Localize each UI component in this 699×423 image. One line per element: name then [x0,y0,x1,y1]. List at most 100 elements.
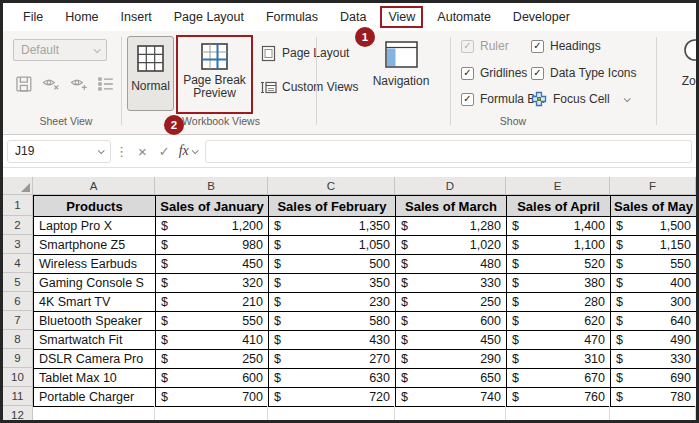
february-cell[interactable]: $430 [269,331,396,350]
formula-input[interactable] [205,140,692,163]
show-checkbox-item[interactable]: ✓ Data Type Icons [531,65,637,81]
column-header[interactable]: F [610,177,696,195]
march-cell[interactable]: $1,280 [396,217,507,236]
january-cell[interactable]: $1,200 [156,217,269,236]
february-cell[interactable]: $1,350 [269,217,396,236]
february-cell[interactable]: $230 [269,293,396,312]
column-header[interactable]: C [268,177,395,195]
empty-cell[interactable] [155,406,268,423]
march-cell[interactable]: $480 [396,255,507,274]
march-cell[interactable]: $740 [396,388,507,407]
header-cell[interactable]: Sales of May [611,196,697,217]
product-cell[interactable]: Laptop Pro X [34,217,156,236]
march-cell[interactable]: $1,020 [396,236,507,255]
product-cell[interactable]: Smartwatch Fit [34,331,156,350]
cancel-icon[interactable]: × [132,143,153,160]
row-header[interactable]: 3 [3,235,33,254]
row-header[interactable]: 12 [3,406,33,423]
column-header[interactable]: A [33,177,155,195]
product-cell[interactable]: DSLR Camera Pro [34,350,156,369]
february-cell[interactable]: $630 [269,369,396,388]
april-cell[interactable]: $620 [507,312,611,331]
column-header[interactable]: B [155,177,268,195]
february-cell[interactable]: $580 [269,312,396,331]
april-cell[interactable]: $1,400 [507,217,611,236]
row-header[interactable]: 1 [3,195,33,216]
product-cell[interactable]: Portable Charger [34,388,156,407]
enter-icon[interactable]: ✓ [153,144,176,159]
february-cell[interactable]: $500 [269,255,396,274]
exit-sheet-view-icon[interactable] [42,75,61,93]
april-cell[interactable]: $470 [507,331,611,350]
product-cell[interactable]: 4K Smart TV [34,293,156,312]
april-cell[interactable]: $280 [507,293,611,312]
page-layout-button[interactable]: Page Layout [260,45,349,62]
empty-cell[interactable] [33,406,155,423]
normal-view-button[interactable]: Normal [127,36,174,111]
april-cell[interactable]: $760 [507,388,611,407]
row-header[interactable]: 7 [3,311,33,330]
product-cell[interactable]: Tablet Max 10 [34,369,156,388]
empty-cell[interactable] [610,406,696,423]
january-cell[interactable]: $700 [156,388,269,407]
february-cell[interactable]: $270 [269,350,396,369]
may-cell[interactable]: $640 [611,312,697,331]
header-cell[interactable]: Products [34,196,156,217]
ribbon-tab[interactable]: Data [332,6,374,28]
may-cell[interactable]: $400 [611,274,697,293]
column-header[interactable]: E [506,177,610,195]
row-header[interactable]: 4 [3,254,33,273]
header-cell[interactable]: Sales of April [507,196,611,217]
navigation-button[interactable]: Navigation [365,37,437,115]
empty-cell[interactable] [268,406,395,423]
drag-handle-icon[interactable]: ⋮ [111,144,132,159]
new-sheet-view-icon[interactable] [70,75,89,93]
sheet-view-options-icon[interactable] [97,75,115,93]
ribbon-tab[interactable]: Automate [429,6,499,28]
row-header[interactable]: 5 [3,273,33,292]
empty-cell[interactable] [395,406,506,423]
may-cell[interactable]: $1,500 [611,217,697,236]
row-header[interactable]: 11 [3,387,33,406]
checkbox-checked-icon[interactable]: ✓ [461,40,474,53]
column-header[interactable]: D [395,177,506,195]
march-cell[interactable]: $650 [396,369,507,388]
custom-views-button[interactable]: Custom Views [260,79,358,96]
product-cell[interactable]: Wireless Earbuds [34,255,156,274]
header-cell[interactable]: Sales of March [396,196,507,217]
january-cell[interactable]: $600 [156,369,269,388]
january-cell[interactable]: $210 [156,293,269,312]
show-checkbox-item[interactable]: ✓ Gridlines [461,65,527,81]
april-cell[interactable]: $310 [507,350,611,369]
keep-sheet-view-icon[interactable] [15,75,33,93]
show-checkbox-item[interactable]: ✓ Headings [531,38,601,54]
zoom-button[interactable]: Zoom [667,37,699,88]
row-header[interactable]: 2 [3,216,33,235]
february-cell[interactable]: $350 [269,274,396,293]
ribbon-tab[interactable]: View [380,6,423,28]
checkbox-checked-icon[interactable]: ✓ [461,93,474,106]
april-cell[interactable]: $670 [507,369,611,388]
march-cell[interactable]: $600 [396,312,507,331]
empty-cell[interactable] [506,406,610,423]
may-cell[interactable]: $490 [611,331,697,350]
chevron-down-icon[interactable] [623,95,630,102]
checkbox-checked-icon[interactable]: ✓ [531,67,544,80]
row-header[interactable]: 10 [3,368,33,387]
sheet-view-dropdown[interactable]: Default [13,39,107,61]
may-cell[interactable]: $300 [611,293,697,312]
may-cell[interactable]: $780 [611,388,697,407]
header-cell[interactable]: Sales of February [269,196,396,217]
row-header[interactable]: 6 [3,292,33,311]
april-cell[interactable]: $380 [507,274,611,293]
ribbon-tab[interactable]: Formulas [258,6,326,28]
march-cell[interactable]: $330 [396,274,507,293]
january-cell[interactable]: $320 [156,274,269,293]
header-cell[interactable]: Sales of January [156,196,269,217]
ribbon-tab[interactable]: Page Layout [166,6,252,28]
january-cell[interactable]: $550 [156,312,269,331]
row-header[interactable]: 9 [3,349,33,368]
name-box[interactable]: J19 [7,140,111,163]
ribbon-tab[interactable]: Developer [505,6,578,28]
product-cell[interactable]: Smartphone Z5 [34,236,156,255]
